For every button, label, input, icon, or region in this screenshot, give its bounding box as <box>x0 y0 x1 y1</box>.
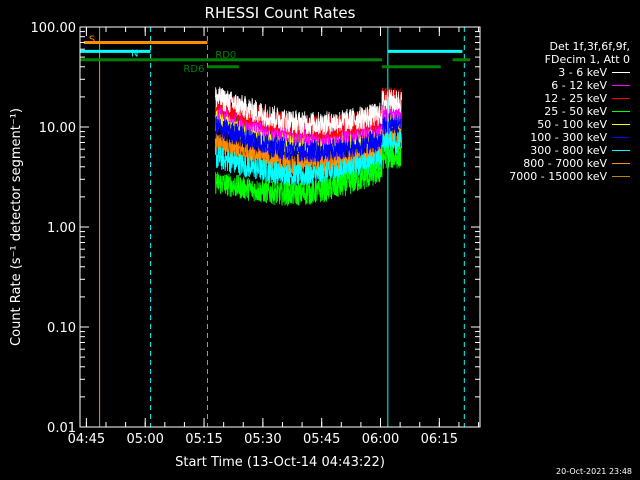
x-tick-label: 04:45 <box>68 432 105 447</box>
y-tick-label: 100.00 <box>31 21 77 36</box>
plot-frame <box>79 26 481 428</box>
legend-entry: 3 - 6 keV <box>509 66 630 79</box>
legend-entry-label: 12 - 25 keV <box>544 92 607 105</box>
legend-swatch <box>612 137 630 138</box>
date-stamp: 20-Oct-2021 23:48 <box>556 467 632 476</box>
legend-entry-label: 100 - 300 keV <box>530 131 607 144</box>
annotation-label: RD0 <box>215 50 236 61</box>
legend-entry-label: 50 - 100 keV <box>537 118 607 131</box>
series-line <box>214 86 402 136</box>
legend-swatch <box>612 111 630 112</box>
legend-entry-label: 25 - 50 keV <box>544 105 607 118</box>
legend-entry: 6 - 12 keV <box>509 79 630 92</box>
legend-entry-label: 3 - 6 keV <box>558 66 607 79</box>
legend-entry: 800 - 7000 keV <box>509 157 630 170</box>
x-tick-label: 05:00 <box>126 432 163 447</box>
legend-entry: 300 - 800 keV <box>509 144 630 157</box>
legend-swatch <box>612 176 630 177</box>
series-line <box>214 130 402 188</box>
y-tick-label: 10.00 <box>39 121 76 136</box>
x-tick-label: 06:15 <box>421 432 458 447</box>
legend: Det 1f,3f,6f,9f, FDecim 1, Att 0 3 - 6 k… <box>509 40 630 183</box>
legend-entry: 7000 - 15000 keV <box>509 170 630 183</box>
legend-entry: 100 - 300 keV <box>509 131 630 144</box>
x-tick-label: 05:45 <box>303 432 340 447</box>
series-line <box>214 111 402 163</box>
legend-swatch <box>612 163 630 164</box>
legend-entry-label: 300 - 800 keV <box>530 144 607 157</box>
x-tick-label: 05:15 <box>185 432 222 447</box>
legend-entry-label: 800 - 7000 keV <box>523 157 607 170</box>
y-tick-label: 1.00 <box>47 221 76 236</box>
x-tick-label: 05:30 <box>244 432 281 447</box>
legend-entry-label: 7000 - 15000 keV <box>509 170 607 183</box>
legend-header-line-2: FDecim 1, Att 0 <box>544 53 630 66</box>
y-tick-label: 0.10 <box>47 321 76 336</box>
y-axis-label: Count Rate (s⁻¹ detector segment⁻¹) <box>9 108 24 346</box>
series-line <box>214 145 402 206</box>
legend-swatch <box>612 85 630 86</box>
annotation-label: N <box>131 48 138 59</box>
legend-entry: 12 - 25 keV <box>509 92 630 105</box>
legend-swatch <box>612 124 630 125</box>
legend-entry-label: 6 - 12 keV <box>551 79 607 92</box>
legend-header-line-1: Det 1f,3f,6f,9f, <box>549 40 630 53</box>
legend-entry: 50 - 100 keV <box>509 118 630 131</box>
x-tick-label: 06:00 <box>362 432 399 447</box>
chart-title: RHESSI Count Rates <box>205 4 356 22</box>
legend-swatch <box>612 150 630 151</box>
legend-entry: 25 - 50 keV <box>509 105 630 118</box>
x-axis-label: Start Time (13-Oct-14 04:43:22) <box>175 455 385 470</box>
y-tick-label: 0.01 <box>47 421 76 436</box>
legend-swatch <box>612 72 630 73</box>
annotation-label: S <box>89 34 95 45</box>
annotation-label: RD6 <box>183 64 204 75</box>
legend-swatch <box>612 98 630 99</box>
